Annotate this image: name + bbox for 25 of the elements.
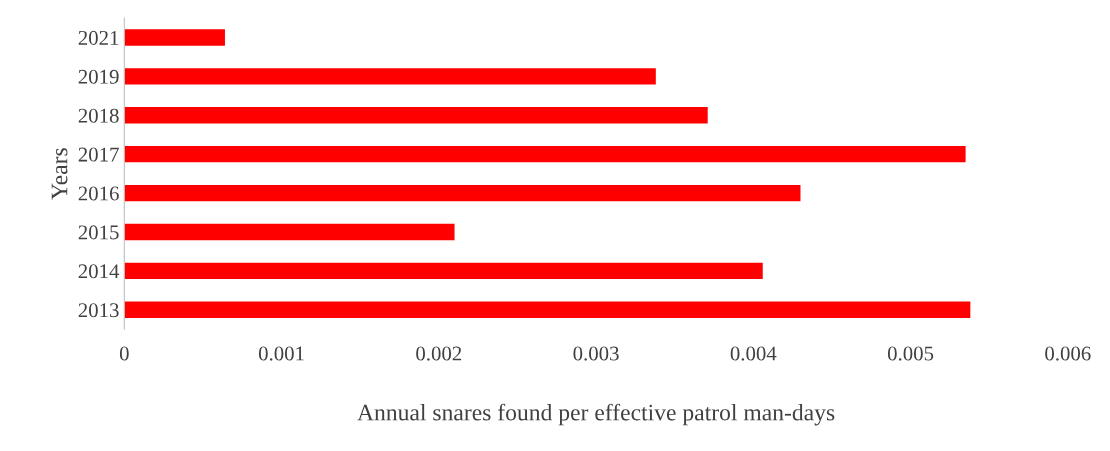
x-tick-label: 0.003	[573, 346, 619, 361]
y-tick-label: 2017	[78, 147, 119, 162]
bar	[124, 223, 455, 241]
bar	[124, 146, 966, 163]
x-tick-label: 0.001	[258, 346, 304, 361]
bar	[124, 301, 971, 318]
x-tick-label: 0	[119, 346, 129, 361]
bar	[124, 29, 225, 46]
y-tick-label: 2014	[78, 264, 120, 279]
bar	[124, 107, 708, 124]
y-tick-label: 2013	[78, 303, 119, 318]
y-tick-label: 2018	[78, 108, 119, 123]
bar	[124, 262, 763, 280]
bar	[124, 184, 801, 202]
bar	[124, 68, 656, 85]
y-tick-label: 2015	[78, 225, 119, 240]
y-tick-label: 2019	[78, 69, 119, 84]
y-tick-label: 2021	[78, 30, 119, 45]
y-tick-label: 2016	[78, 186, 119, 201]
x-tick-label: 0.006	[1045, 346, 1091, 361]
y-axis-title: Years	[51, 148, 68, 200]
x-tick-label: 0.004	[730, 346, 777, 361]
x-tick-label: 0.002	[416, 346, 462, 361]
x-tick-label: 0.005	[887, 346, 934, 361]
x-axis-title: Annual snares found per effective patrol man-days	[357, 403, 835, 426]
